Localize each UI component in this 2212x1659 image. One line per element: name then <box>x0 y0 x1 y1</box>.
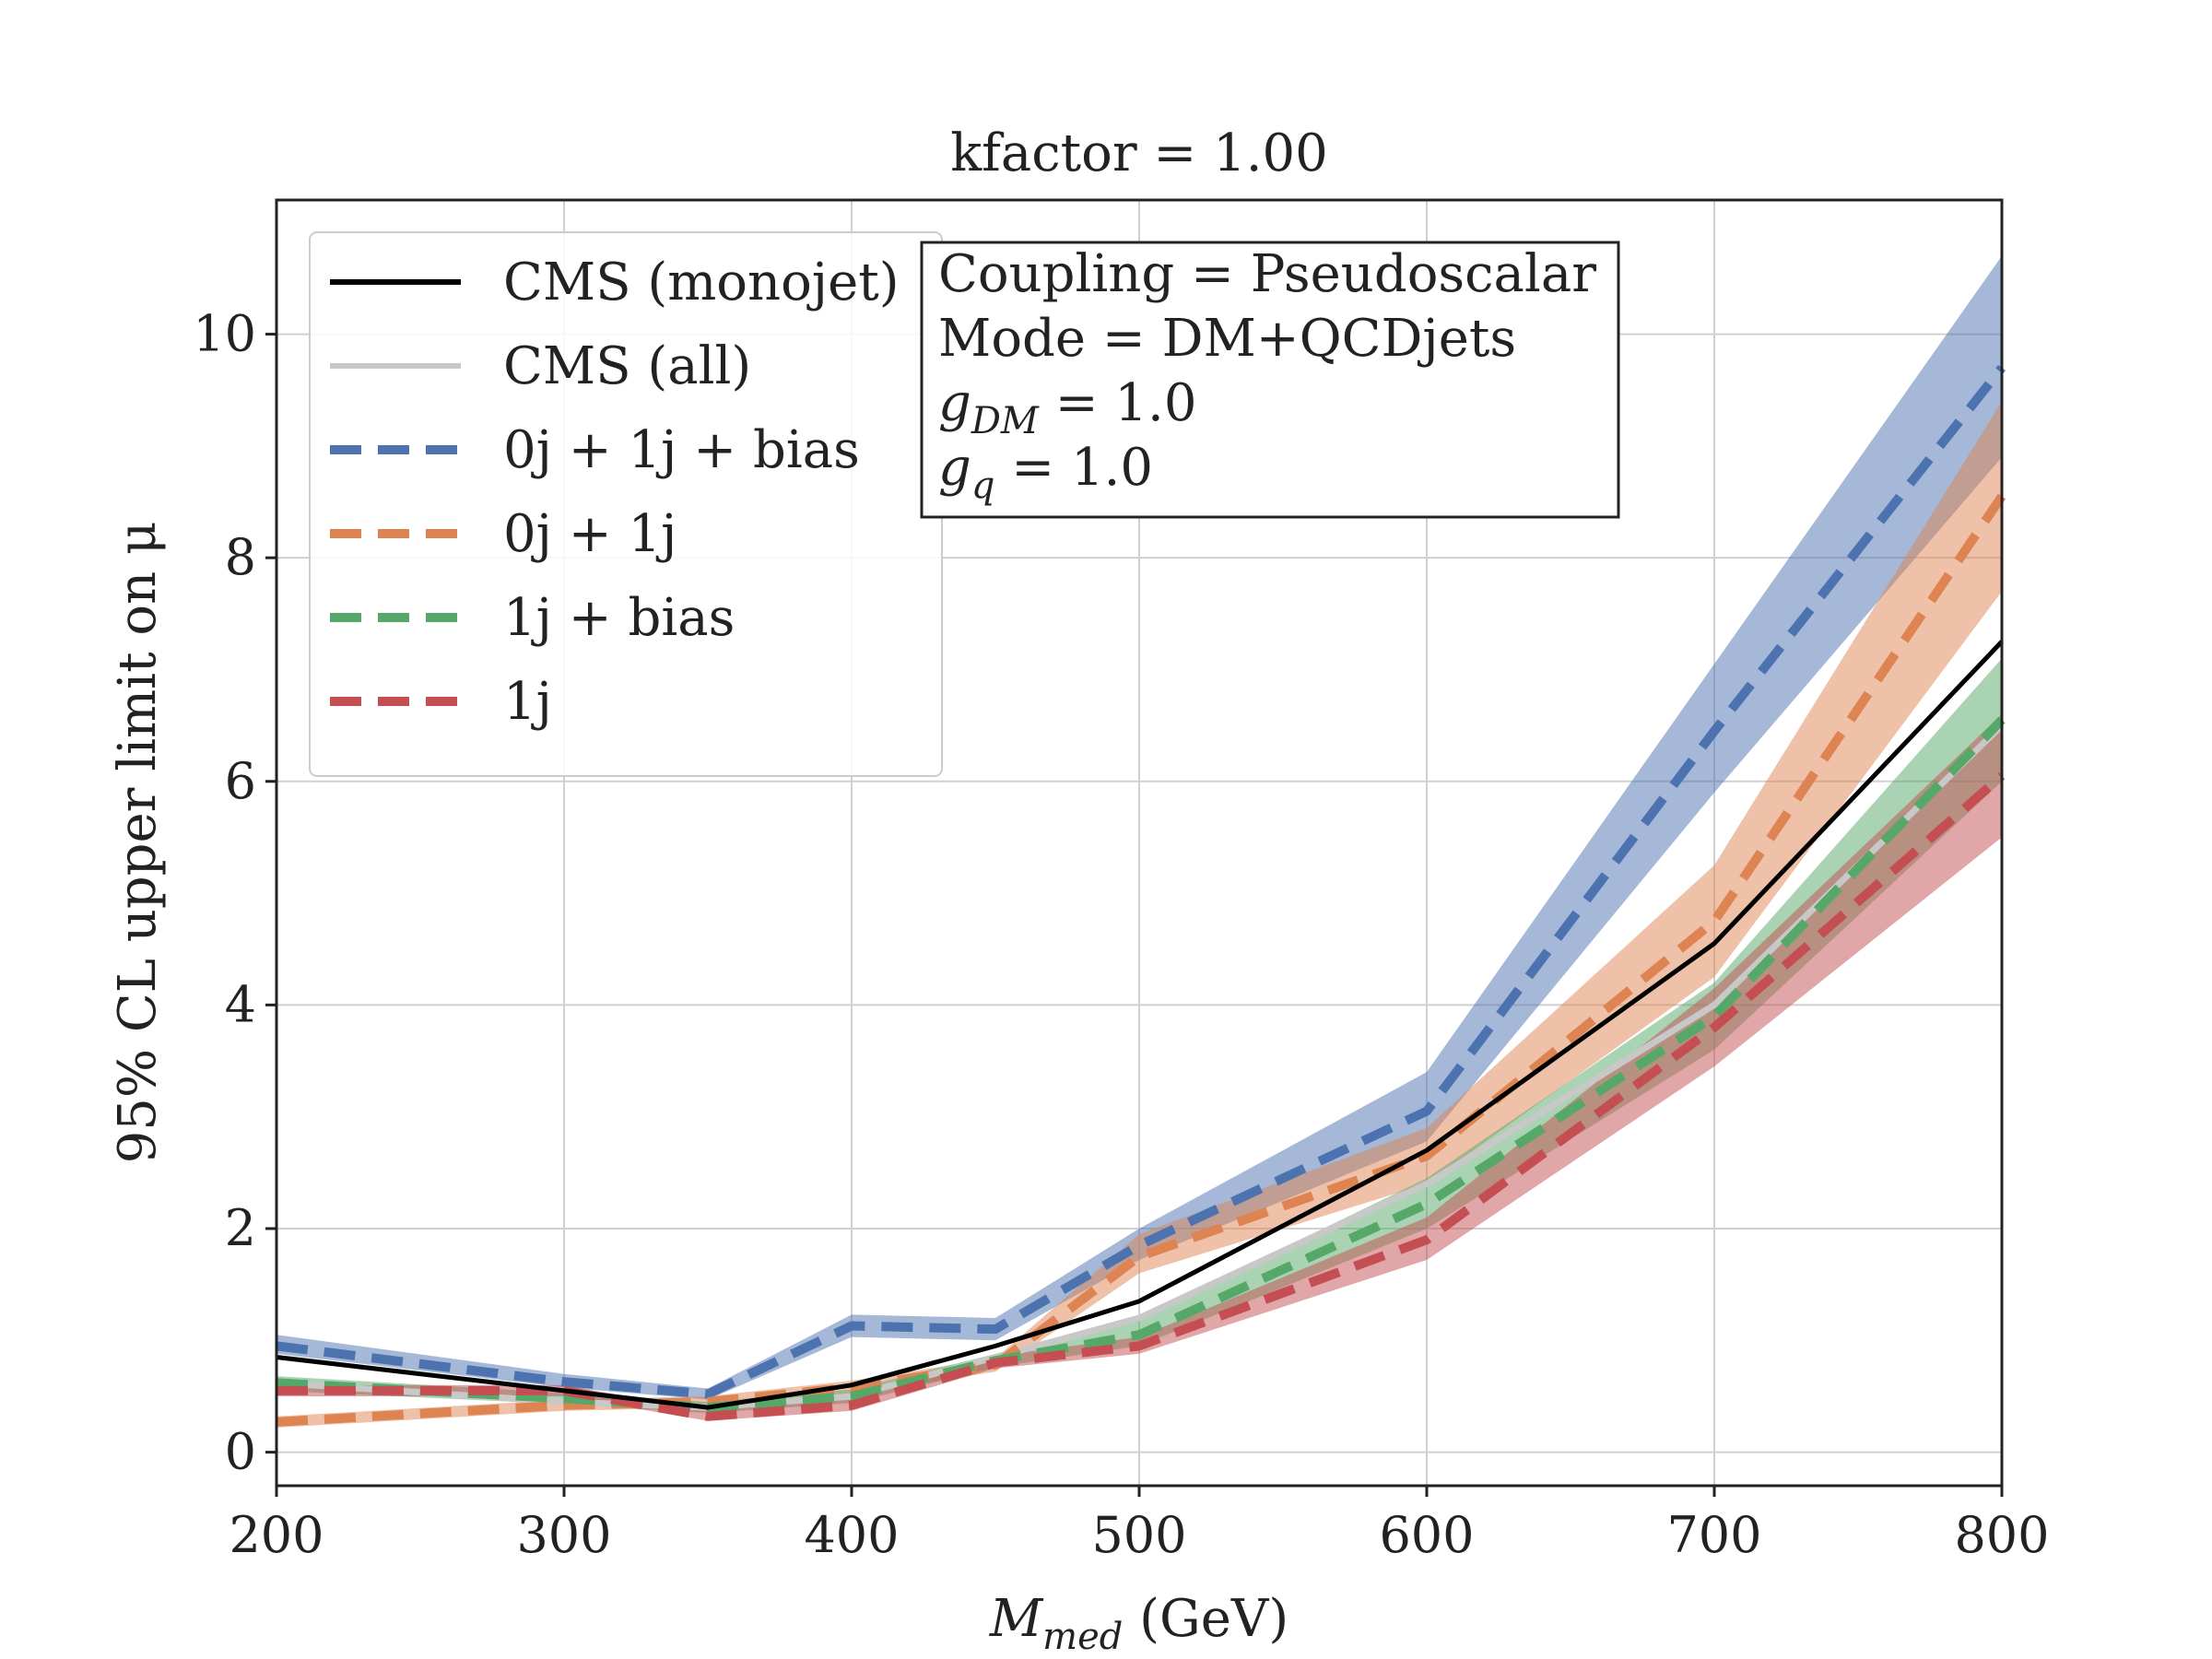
x-tick-label: 200 <box>229 1506 324 1564</box>
x-axis-label-symbol: M <box>989 1589 1044 1649</box>
x-axis-label: Mmed (GeV) <box>989 1589 1288 1658</box>
chart-title: kfactor = 1.00 <box>950 124 1328 183</box>
legend-label: 0j + 1j <box>503 504 677 564</box>
x-tick-label: 600 <box>1379 1506 1474 1564</box>
x-axis: 200 300 400 500 600 700 800 <box>229 1486 2050 1564</box>
series-lines <box>276 364 2006 1427</box>
y-axis-label: 95% CL upper limit on μ <box>108 522 168 1164</box>
y-tick-label: 0 <box>225 1423 256 1481</box>
x-tick-label: 700 <box>1666 1506 1761 1564</box>
legend: CMS (monojet) CMS (all) 0j + 1j + bias 0j +… <box>309 231 943 777</box>
x-axis-label-unit: (GeV) <box>1123 1589 1288 1649</box>
y-tick-label: 8 <box>225 528 256 586</box>
y-tick-label: 4 <box>225 975 256 1033</box>
line-series-2 <box>276 364 2006 1399</box>
parameter-box-line: gq = 1.0 <box>938 438 1153 507</box>
y-tick-label: 10 <box>193 305 256 363</box>
legend-label: 1j + bias <box>503 588 735 648</box>
legend-label: CMS (monojet) <box>503 253 900 312</box>
legend-label: 0j + 1j + bias <box>503 420 860 480</box>
parameter-box-line: Coupling = Pseudoscalar <box>938 244 1596 304</box>
x-tick-label: 400 <box>804 1506 899 1564</box>
y-tick-label: 2 <box>225 1199 256 1257</box>
legend-label: CMS (all) <box>503 336 751 396</box>
band-series-2 <box>276 255 2002 1400</box>
line-series-5 <box>276 771 2006 1421</box>
x-tick-label: 800 <box>1954 1506 2049 1564</box>
y-axis: 0 2 4 6 8 10 <box>193 305 276 1481</box>
parameter-box-line: gDM = 1.0 <box>938 373 1196 442</box>
legend-label: 1j <box>503 672 552 732</box>
parameter-box-line: Mode = DM+QCDjets <box>938 309 1516 369</box>
parameter-box-frame <box>920 241 1620 519</box>
x-axis-label-subscript: med <box>1042 1616 1123 1658</box>
y-tick-label: 6 <box>225 752 256 810</box>
x-tick-label: 300 <box>516 1506 611 1564</box>
x-tick-label: 500 <box>1091 1506 1186 1564</box>
line-series-0 <box>276 640 2004 1410</box>
